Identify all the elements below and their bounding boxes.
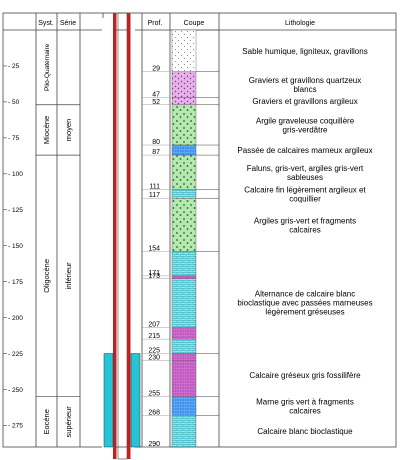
lithology-layer [171, 396, 197, 416]
depth-tick-label: - 50 [8, 99, 20, 106]
gravel-pack-right [130, 353, 141, 448]
depth-tick-label: - 25 [8, 63, 20, 70]
header-syst: Syst. [38, 20, 54, 27]
lithology-layer [171, 154, 197, 190]
system-column: Plio-Quaternaire Miocène Oligocène Eocène [36, 43, 57, 435]
serie-label: inférieur [64, 262, 73, 290]
depth-tick-label: - 125 [8, 207, 23, 214]
log-frame [2, 12, 397, 448]
gravel-pack-left [103, 353, 114, 448]
profondeur-label: 52 [152, 99, 160, 106]
lithology-description: Faluns, gris-vert, argiles gris-vert sabl… [247, 164, 364, 182]
profondeur-label: 111 [149, 184, 160, 191]
lithology-description: Calcaire fin légèrement argileux et coqui… [244, 185, 366, 203]
depth-tick-label: - 200 [8, 315, 23, 322]
casing-right [127, 13, 131, 459]
lithology-description: Sable humique, ligniteux, gravillons [242, 47, 367, 56]
depth-tick-label: - 100 [8, 171, 23, 178]
coupe-column [171, 29, 197, 448]
profondeur-label: 29 [152, 66, 160, 73]
profondeur-label: 87 [152, 149, 160, 156]
lithology-description: Graviers et gravillons quartzeux blancs [249, 76, 362, 94]
serie-label: moyen [64, 119, 73, 142]
profondeur-label: 154 [148, 245, 160, 252]
depth-tick-label: - 150 [8, 243, 23, 250]
header-coupe: Coupe [184, 20, 205, 27]
lithology-layer [171, 275, 197, 279]
system-label: Plio-Quaternaire [44, 43, 51, 91]
serie-column: moyen inférieur supérieur [57, 104, 80, 438]
well-outline [117, 12, 128, 460]
lithology-description: Marne gris vert à fragments calcaires [256, 398, 354, 416]
profondeur-label: 173 [148, 273, 160, 280]
lithology-description: Passée de calcaires marneux argileux [237, 146, 372, 155]
header-lithologie: Lithologie [285, 20, 315, 27]
lithology-description: Calcaire gréseux gris fossilifère [249, 371, 361, 380]
lithology-layer [171, 189, 197, 199]
lithology-description: Alternance de calcaire blanc bioclastique… [237, 289, 372, 316]
depth-axis: - 25 - 50 - 75 - 100 - 125 - 150 - 175 - 200 - 2… [3, 63, 23, 430]
well-casing [102, 12, 141, 460]
profondeur-label: 117 [149, 192, 160, 199]
lithology-layer [171, 338, 197, 354]
lithology-layer [171, 353, 197, 361]
profondeur-label: 225 [148, 348, 160, 355]
depth-tick-label: - 250 [8, 387, 23, 394]
lithology-layer [171, 360, 197, 397]
profondeur-label: 171 [148, 270, 160, 277]
header-prof: Prof. [148, 20, 163, 27]
lithology-layer [171, 97, 197, 105]
system-label: Eocène [42, 409, 51, 434]
profondeur-label: 290 [148, 441, 160, 448]
lithology-layer [171, 278, 197, 328]
system-label: Oligocène [42, 259, 51, 293]
depth-tick-label: - 175 [8, 279, 23, 286]
profondeur-label: 230 [148, 355, 160, 362]
lithology-layer [171, 327, 197, 340]
lithology-description: Argiles gris-vert et fragments calcaires [254, 216, 356, 234]
header-row: Syst. Série Prof. Coupe Lithologie [3, 20, 396, 31]
depth-tick-label: - 75 [8, 135, 20, 142]
serie-label: supérieur [64, 406, 73, 438]
profondeur-label: 47 [152, 92, 160, 99]
lithology-layer [171, 144, 197, 156]
profondeur-label: 215 [148, 333, 160, 340]
lithology-layer [171, 251, 197, 277]
header-serie: Série [60, 20, 76, 27]
lithology-description: Argile graveleuse coquillère gris-verdâtr… [256, 116, 355, 134]
lithology-layer [171, 104, 197, 146]
profondeur-label: 268 [148, 409, 160, 416]
lithology-layer [171, 71, 197, 98]
lithology-layer [171, 29, 197, 72]
depth-tick-label: - 225 [8, 351, 23, 358]
depth-tick-label: - 275 [8, 423, 23, 430]
system-label: Miocène [42, 116, 51, 144]
profondeur-label: 80 [152, 139, 160, 146]
lithologie-column: Sable humique, ligniteux, gravillons Grav… [196, 29, 373, 436]
lithology-description: Graviers et gravillons argileux [252, 97, 357, 106]
lithology-layer [171, 198, 197, 252]
casing-left [113, 13, 117, 459]
lithology-description: Calcaire blanc bioclastique [257, 427, 353, 436]
lithology-layer [171, 415, 197, 448]
profondeur-label: 207 [148, 322, 160, 329]
profondeur-label: 255 [148, 391, 160, 398]
